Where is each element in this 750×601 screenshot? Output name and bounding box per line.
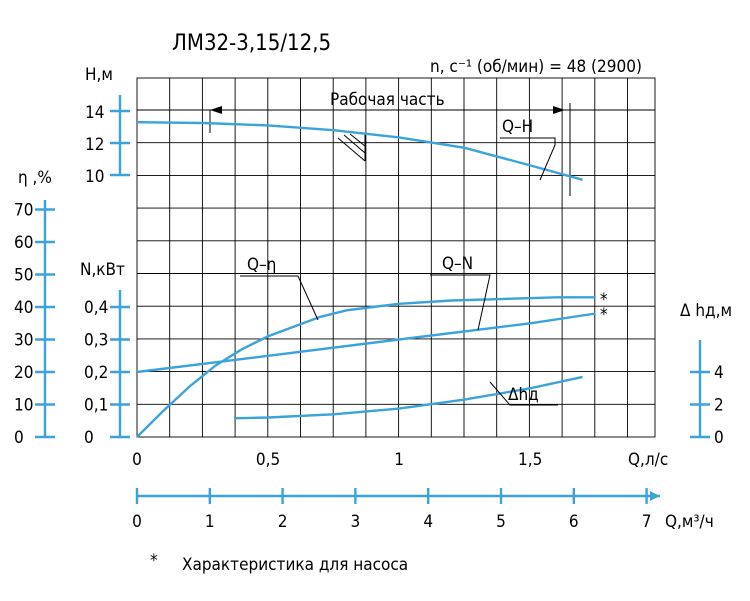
axis-q-ls-label: Q,л/с: [628, 450, 668, 470]
tick-h-10: 10: [85, 167, 104, 187]
tick-n-0,4: 0,4: [84, 298, 108, 318]
tick-eta-60: 60: [14, 233, 33, 253]
tick-q-ls-1,5: 1,5: [518, 450, 542, 470]
hatch-mark: [337, 133, 366, 162]
label-q-eta: Q–η: [247, 255, 276, 275]
tick-n-0,1: 0,1: [84, 396, 108, 416]
axis-eta: η ,% 70 60 50 40 30 20 10 0: [14, 168, 55, 448]
tick-eta-10: 10: [14, 396, 33, 416]
tick-eta-30: 30: [14, 331, 33, 351]
tick-eta-0: 0: [14, 428, 24, 448]
working-range-label: Рабочая часть: [330, 90, 445, 110]
tick-q-m3h-6: 6: [569, 512, 579, 532]
star-mark-2: *: [600, 305, 608, 325]
axis-q-ls: Q,л/с 0 0,5 1 1,5: [132, 450, 668, 470]
tick-q-m3h-3: 3: [351, 512, 361, 532]
speed-label: n, c⁻¹ (об/мин) = 48 (2900): [430, 57, 642, 77]
tick-eta-70: 70: [14, 201, 33, 221]
star-mark-1: *: [600, 290, 608, 310]
axis-q-m3h-label: Q,м³/ч: [665, 512, 714, 532]
curve-q-eta: [136, 296, 596, 438]
tick-n-0,3: 0,3: [84, 331, 108, 351]
tick-q-ls-1: 1: [394, 450, 404, 470]
tick-n-0,2: 0,2: [84, 363, 108, 383]
tick-q-ls-0: 0: [132, 450, 142, 470]
axis-dh: Δ hд,м 4 2 0: [680, 301, 732, 448]
tick-q-m3h-5: 5: [496, 512, 506, 532]
tick-q-ls-0,5: 0,5: [256, 450, 280, 470]
tick-n-0: 0: [84, 428, 94, 448]
axis-h-label: Н,м: [85, 65, 113, 85]
curve-q-n: [136, 312, 596, 374]
tick-eta-20: 20: [14, 363, 33, 383]
axis-eta-label: η ,%: [18, 168, 52, 188]
axis-n-label: N,кВт: [80, 260, 125, 280]
tick-q-m3h-0: 0: [132, 512, 142, 532]
tick-q-m3h-7: 7: [642, 512, 652, 532]
tick-dh-0: 0: [714, 428, 724, 448]
tick-eta-50: 50: [14, 266, 33, 286]
label-q-h: Q–H: [502, 117, 533, 137]
label-dh: Δhд: [508, 385, 539, 405]
curves: [136, 121, 596, 438]
grid-frame: [136, 77, 656, 438]
chart-title: ЛМ32-3,15/12,5: [172, 31, 331, 56]
axis-n: N,кВт 0,4 0,3 0,2 0,1 0: [80, 260, 130, 448]
grid: [136, 77, 656, 438]
label-q-n: Q–N: [442, 254, 473, 274]
tick-q-m3h-1: 1: [205, 512, 215, 532]
curve-labels: Q–H Q–η Q–N Δhд * *: [240, 117, 608, 406]
axis-dh-label: Δ hд,м: [680, 301, 732, 321]
footnote-mark: *: [150, 551, 158, 571]
tick-q-m3h-2: 2: [278, 512, 288, 532]
axis-q-m3h: Q,м³/ч 0 1 2 3 4 5 6 7: [132, 488, 714, 532]
working-range: Рабочая часть: [209, 90, 571, 196]
tick-dh-4: 4: [714, 363, 724, 383]
tick-dh-2: 2: [714, 396, 724, 416]
tick-h-14: 14: [85, 103, 104, 123]
tick-eta-40: 40: [14, 298, 33, 318]
axis-h: Н,м 14 12 10: [85, 65, 130, 187]
footnote-text: Характеристика для насоса: [182, 555, 408, 575]
tick-h-12: 12: [85, 135, 104, 155]
curve-q-h: [136, 121, 583, 181]
tick-q-m3h-4: 4: [423, 512, 433, 532]
curve-dh: [233, 375, 583, 420]
